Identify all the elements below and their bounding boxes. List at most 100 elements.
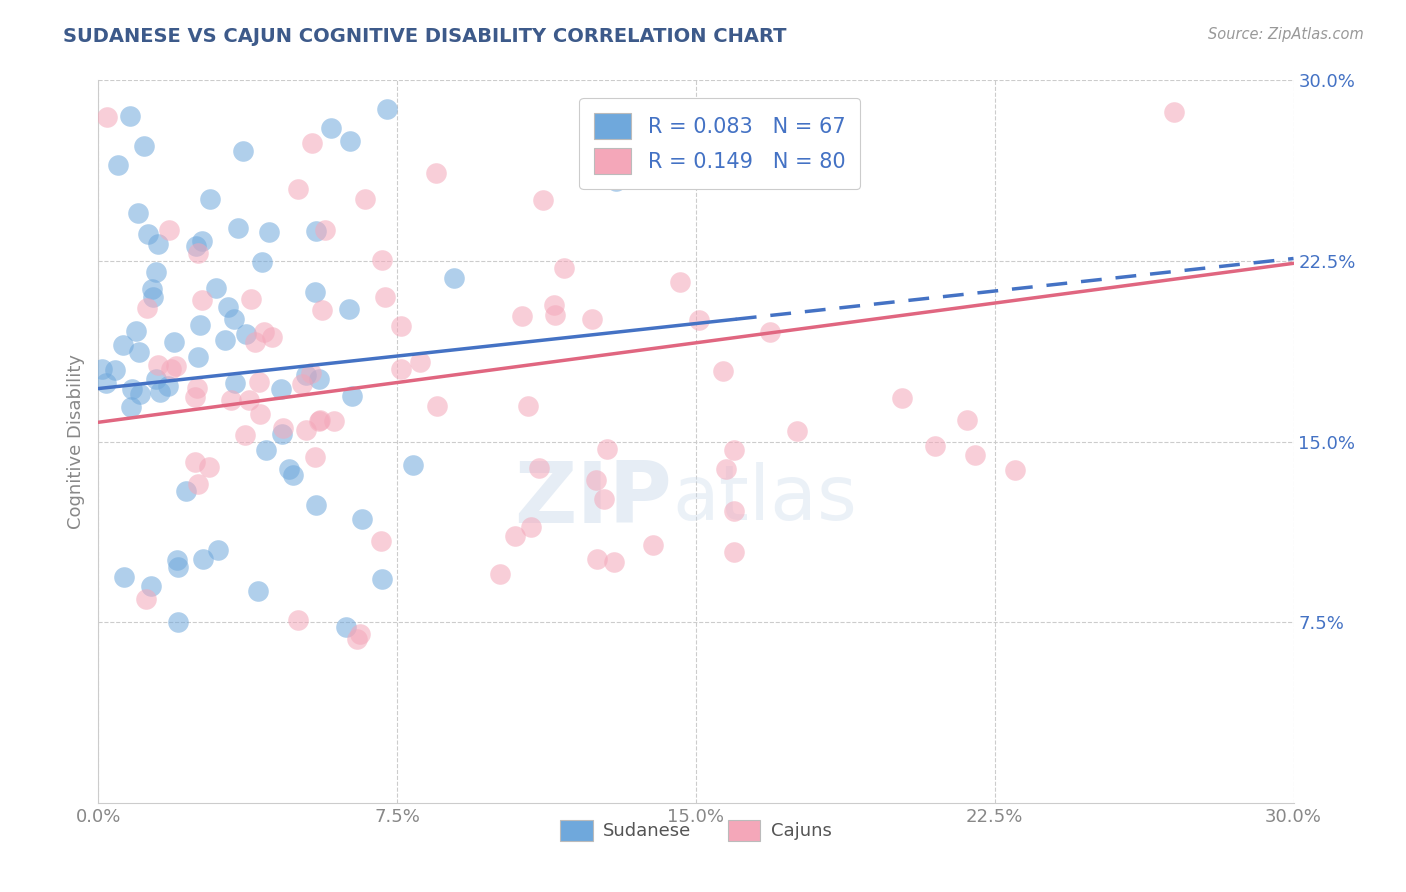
Point — [301, 136, 323, 150]
Point — [371, 573, 394, 587]
Point — [250, 255, 273, 269]
Point — [104, 362, 127, 376]
Point — [443, 270, 465, 285]
Point — [145, 265, 167, 279]
Point — [107, 157, 129, 171]
Point — [339, 134, 361, 148]
Point — [112, 338, 135, 352]
Point — [375, 103, 398, 117]
Point — [243, 334, 266, 349]
Point — [184, 390, 207, 404]
Point — [165, 359, 187, 373]
Point — [519, 519, 541, 533]
Point — [125, 324, 148, 338]
Point — [121, 382, 143, 396]
Point — [543, 298, 565, 312]
Point — [786, 424, 808, 438]
Point — [187, 351, 209, 365]
Point — [249, 407, 271, 421]
Point — [759, 326, 782, 340]
Point — [191, 552, 214, 566]
Point — [319, 120, 342, 135]
Point — [145, 372, 167, 386]
Point — [605, 174, 627, 188]
Point — [426, 399, 449, 413]
Point — [270, 382, 292, 396]
Point — [204, 281, 226, 295]
Point — [291, 376, 314, 391]
Point — [287, 613, 309, 627]
Point — [148, 237, 170, 252]
Point — [308, 372, 330, 386]
Point — [174, 483, 197, 498]
Point — [259, 225, 281, 239]
Point — [723, 443, 745, 458]
Point — [924, 439, 946, 453]
Point — [505, 528, 527, 542]
Point — [129, 386, 152, 401]
Point — [963, 448, 986, 462]
Point — [142, 290, 165, 304]
Point — [96, 110, 118, 124]
Point — [309, 413, 332, 427]
Point — [891, 391, 914, 405]
Point — [232, 144, 254, 158]
Point — [553, 261, 575, 276]
Point — [187, 476, 209, 491]
Point — [198, 460, 221, 475]
Point — [167, 559, 190, 574]
Point — [167, 615, 190, 630]
Point — [238, 392, 260, 407]
Point — [135, 591, 157, 606]
Point — [295, 368, 318, 382]
Point — [162, 335, 184, 350]
Point — [191, 293, 214, 308]
Point — [139, 579, 162, 593]
Point — [157, 222, 180, 236]
Legend: Sudanese, Cajuns: Sudanese, Cajuns — [553, 813, 839, 848]
Point — [120, 401, 142, 415]
Point — [669, 275, 692, 289]
Point — [596, 442, 619, 456]
Point — [246, 583, 269, 598]
Text: Source: ZipAtlas.com: Source: ZipAtlas.com — [1208, 27, 1364, 42]
Point — [517, 399, 540, 413]
Point — [425, 166, 447, 180]
Point — [260, 330, 283, 344]
Point — [118, 109, 141, 123]
Point — [374, 290, 396, 304]
Point — [146, 358, 169, 372]
Point — [239, 293, 262, 307]
Point — [295, 423, 318, 437]
Point — [233, 428, 256, 442]
Point — [228, 220, 250, 235]
Point — [287, 181, 309, 195]
Point — [723, 545, 745, 559]
Text: atlas: atlas — [672, 462, 856, 536]
Point — [409, 355, 432, 369]
Point — [1004, 463, 1026, 477]
Point — [340, 389, 363, 403]
Point — [217, 300, 239, 314]
Point — [184, 238, 207, 252]
Point — [141, 282, 163, 296]
Point — [402, 458, 425, 472]
Point — [308, 414, 330, 428]
Text: ZIP: ZIP — [515, 458, 672, 541]
Point — [371, 252, 394, 267]
Point — [299, 366, 322, 380]
Point — [188, 318, 211, 332]
Point — [304, 285, 326, 299]
Text: SUDANESE VS CAJUN COGNITIVE DISABILITY CORRELATION CHART: SUDANESE VS CAJUN COGNITIVE DISABILITY C… — [63, 27, 787, 45]
Point — [346, 632, 368, 646]
Point — [166, 552, 188, 566]
Point — [191, 234, 214, 248]
Point — [114, 570, 136, 584]
Point — [581, 312, 603, 326]
Point — [585, 473, 607, 487]
Point — [349, 627, 371, 641]
Point — [354, 192, 377, 206]
Point — [586, 552, 609, 566]
Point — [531, 193, 554, 207]
Point — [149, 384, 172, 399]
